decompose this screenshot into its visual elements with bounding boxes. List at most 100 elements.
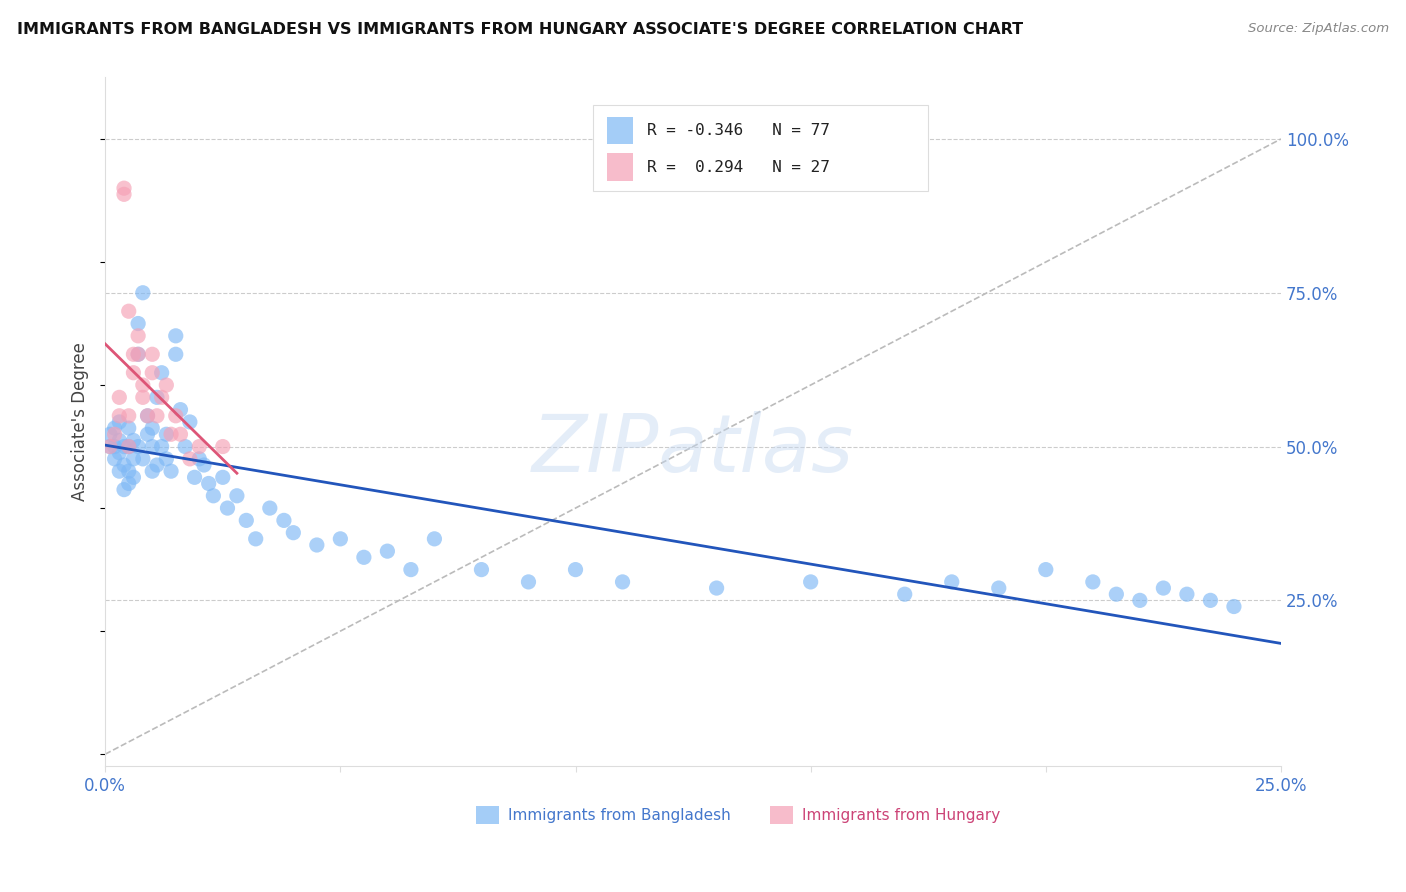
- Point: [211, 440, 233, 454]
- Point: [188, 440, 211, 454]
- Point: [1129, 593, 1152, 607]
- Point: [127, 317, 149, 331]
- Point: [118, 409, 141, 423]
- Text: Source: ZipAtlas.com: Source: ZipAtlas.com: [1249, 22, 1389, 36]
- Point: [104, 451, 127, 466]
- Point: [104, 421, 127, 435]
- Point: [146, 390, 169, 404]
- Point: [98, 440, 121, 454]
- Point: [183, 470, 205, 484]
- Point: [118, 476, 141, 491]
- Point: [193, 458, 215, 472]
- Point: [169, 427, 191, 442]
- Text: R =  0.294   N = 27: R = 0.294 N = 27: [647, 160, 830, 175]
- Point: [1223, 599, 1246, 614]
- Text: IMMIGRANTS FROM BANGLADESH VS IMMIGRANTS FROM HUNGARY ASSOCIATE'S DEGREE CORRELA: IMMIGRANTS FROM BANGLADESH VS IMMIGRANTS…: [17, 22, 1024, 37]
- Point: [98, 440, 121, 454]
- Point: [305, 538, 328, 552]
- Point: [155, 427, 177, 442]
- Point: [188, 451, 211, 466]
- Point: [132, 378, 155, 392]
- Point: [155, 378, 177, 392]
- Point: [259, 501, 281, 516]
- Point: [132, 451, 155, 466]
- Point: [706, 581, 728, 595]
- Point: [141, 366, 163, 380]
- Point: [517, 574, 540, 589]
- Point: [112, 187, 135, 202]
- Point: [202, 489, 225, 503]
- Point: [160, 427, 183, 442]
- Point: [112, 458, 135, 472]
- Point: [197, 476, 219, 491]
- Point: [169, 402, 191, 417]
- Point: [136, 409, 159, 423]
- Point: [122, 434, 145, 448]
- FancyBboxPatch shape: [593, 105, 928, 191]
- Point: [122, 366, 145, 380]
- Point: [165, 409, 187, 423]
- Point: [136, 409, 159, 423]
- Bar: [769, 806, 793, 823]
- Point: [150, 390, 173, 404]
- Point: [118, 440, 141, 454]
- Point: [118, 421, 141, 435]
- Point: [423, 532, 446, 546]
- Point: [141, 464, 163, 478]
- Point: [141, 421, 163, 435]
- Y-axis label: Associate's Degree: Associate's Degree: [72, 343, 89, 501]
- Point: [108, 409, 131, 423]
- Point: [112, 440, 135, 454]
- Point: [179, 415, 201, 429]
- Point: [564, 563, 586, 577]
- Point: [141, 440, 163, 454]
- Point: [329, 532, 352, 546]
- Bar: [607, 153, 633, 181]
- Point: [118, 304, 141, 318]
- Point: [211, 470, 233, 484]
- Text: R = -0.346   N = 77: R = -0.346 N = 77: [647, 123, 830, 138]
- Point: [122, 470, 145, 484]
- Point: [165, 347, 187, 361]
- Point: [132, 285, 155, 300]
- Point: [112, 483, 135, 497]
- Point: [112, 181, 135, 195]
- Point: [104, 440, 127, 454]
- Point: [155, 451, 177, 466]
- Point: [165, 328, 187, 343]
- Point: [160, 464, 183, 478]
- Point: [1175, 587, 1198, 601]
- Point: [136, 427, 159, 442]
- Bar: [475, 806, 499, 823]
- Point: [127, 347, 149, 361]
- Point: [800, 574, 823, 589]
- Point: [1152, 581, 1174, 595]
- Point: [127, 328, 149, 343]
- Point: [127, 440, 149, 454]
- Point: [108, 446, 131, 460]
- Point: [174, 440, 197, 454]
- Point: [127, 347, 149, 361]
- Point: [108, 434, 131, 448]
- Point: [118, 464, 141, 478]
- Point: [353, 550, 375, 565]
- Point: [1199, 593, 1222, 607]
- Point: [141, 347, 163, 361]
- Point: [150, 366, 173, 380]
- Text: Immigrants from Bangladesh: Immigrants from Bangladesh: [509, 807, 731, 822]
- Point: [150, 440, 173, 454]
- Point: [122, 451, 145, 466]
- Bar: [607, 117, 633, 145]
- Point: [235, 513, 257, 527]
- Point: [1035, 563, 1057, 577]
- Point: [108, 390, 131, 404]
- Point: [179, 451, 201, 466]
- Point: [399, 563, 422, 577]
- Point: [122, 347, 145, 361]
- Point: [1081, 574, 1104, 589]
- Point: [98, 427, 121, 442]
- Point: [217, 501, 239, 516]
- Point: [108, 415, 131, 429]
- Point: [987, 581, 1010, 595]
- Text: Immigrants from Hungary: Immigrants from Hungary: [803, 807, 1001, 822]
